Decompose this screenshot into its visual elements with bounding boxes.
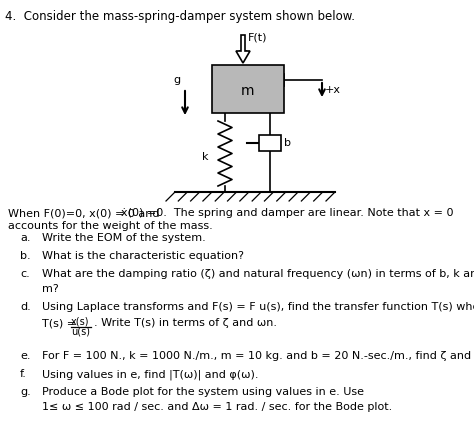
Text: u(s): u(s): [71, 327, 90, 337]
Text: 1≤ ω ≤ 100 rad / sec. and Δω = 1 rad. / sec. for the Bode plot.: 1≤ ω ≤ 100 rad / sec. and Δω = 1 rad. / …: [42, 402, 392, 412]
Text: a.: a.: [20, 233, 30, 243]
Text: Produce a Bode plot for the system using values in e. Use: Produce a Bode plot for the system using…: [42, 387, 364, 397]
Text: accounts for the weight of the mass.: accounts for the weight of the mass.: [8, 221, 213, 231]
Text: When F(0)=0, x(0) = 0 and: When F(0)=0, x(0) = 0 and: [8, 208, 163, 218]
Text: Using values in e, find |T(ω)| and φ(ω).: Using values in e, find |T(ω)| and φ(ω).: [42, 369, 258, 379]
Text: Using Laplace transforms and F(s) = F u(s), find the transfer function T(s) wher: Using Laplace transforms and F(s) = F u(…: [42, 302, 474, 312]
Text: F(t): F(t): [248, 33, 267, 43]
Bar: [212, 65, 284, 113]
Text: T(s) =: T(s) =: [42, 318, 80, 328]
Text: b: b: [284, 138, 291, 148]
Text: Write the EOM of the system.: Write the EOM of the system.: [42, 233, 206, 243]
Text: b.: b.: [20, 251, 31, 261]
Text: 4.  Consider the mass-spring-damper system shown below.: 4. Consider the mass-spring-damper syste…: [5, 10, 355, 23]
Text: k: k: [202, 153, 209, 163]
Text: g: g: [174, 75, 181, 85]
Text: For F = 100 N., k = 1000 N./m., m = 10 kg. and b = 20 N.-sec./m., find ζ and ωn.: For F = 100 N., k = 1000 N./m., m = 10 k…: [42, 351, 474, 361]
Text: ẋ(0) =0.  The spring and damper are linear. Note that x = 0: ẋ(0) =0. The spring and damper are linea…: [121, 208, 454, 218]
Text: c.: c.: [20, 269, 30, 279]
Text: f.: f.: [20, 369, 27, 379]
Text: What are the damping ratio (ζ) and natural frequency (ωn) in terms of b, k and: What are the damping ratio (ζ) and natur…: [42, 269, 474, 279]
Text: m?: m?: [42, 284, 59, 294]
Text: +x: +x: [325, 85, 341, 95]
Text: m: m: [241, 84, 255, 98]
Text: x(s): x(s): [71, 317, 90, 327]
Bar: [259, 135, 281, 151]
Text: What is the characteristic equation?: What is the characteristic equation?: [42, 251, 244, 261]
Text: e.: e.: [20, 351, 30, 361]
Text: d.: d.: [20, 302, 31, 312]
Text: g.: g.: [20, 387, 31, 397]
Polygon shape: [236, 35, 250, 63]
Text: . Write T(s) in terms of ζ and ωn.: . Write T(s) in terms of ζ and ωn.: [94, 318, 277, 328]
